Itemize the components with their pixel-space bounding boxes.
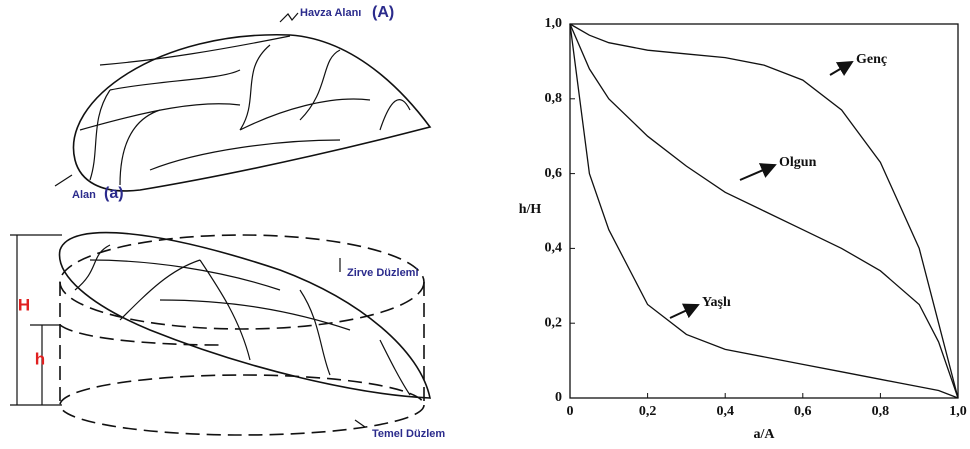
label: Temel Düzlem (372, 428, 445, 440)
x-tick-label: 1,0 (949, 404, 967, 419)
y-tick-label: 0,2 (545, 315, 563, 330)
y-tick-label: 0 (555, 390, 562, 405)
curve-label: Genç (856, 52, 887, 67)
label: h (35, 349, 45, 368)
x-tick-label: 0,6 (794, 404, 812, 419)
label: Havza Alanı (300, 7, 361, 19)
y-axis-label: h/H (519, 202, 542, 217)
basin-diagram: Havza Alanı (A) Alan (a) H h Zirve Düzle… (10, 4, 445, 440)
x-tick-label: 0,2 (639, 404, 657, 419)
page: Havza Alanı (A) Alan (a) H h Zirve Düzle… (0, 0, 970, 449)
curve (570, 24, 958, 398)
y-tick-label: 0,8 (545, 91, 563, 106)
label: (A) (372, 4, 394, 21)
x-axis-label: a/A (754, 427, 776, 442)
curve-label: Olgun (779, 155, 817, 170)
chart: 0 0,2 0,4 0,6 0,8 1,0 0 0,2 0,4 0,6 0,8 1,0 a/A h/H Ge… (519, 16, 967, 442)
y-tick-label: 0,6 (545, 166, 563, 181)
x-tick-label: 0 (567, 404, 574, 419)
y-tick-label: 0,4 (545, 241, 563, 256)
label: Zirve Düzlemi (347, 267, 419, 279)
label: H (18, 295, 30, 314)
arrow (670, 305, 698, 318)
arrow (740, 165, 775, 180)
y-tick-label: 1,0 (545, 16, 563, 31)
label: Alan (72, 189, 96, 201)
label: (a) (104, 185, 124, 202)
x-tick-label: 0,4 (716, 404, 734, 419)
arrow (830, 62, 852, 75)
x-tick-label: 0,8 (872, 404, 890, 419)
curve-label: Yaşlı (702, 295, 731, 310)
